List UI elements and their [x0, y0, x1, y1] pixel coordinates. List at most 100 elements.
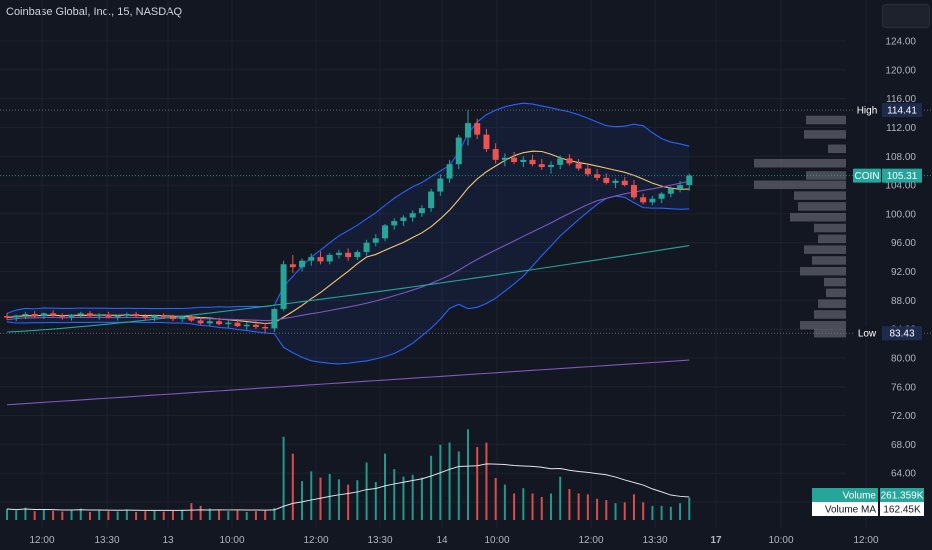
candle-body: [50, 313, 57, 316]
low-tag-label: Low: [858, 329, 877, 340]
volume-bar: [614, 503, 617, 520]
volume-bar: [181, 509, 184, 520]
candle-body: [409, 213, 416, 218]
last-price-tag-label: COIN: [855, 171, 880, 182]
volume-ma-tag-label-bg: [812, 502, 878, 516]
candle-body: [13, 315, 20, 318]
candle-body: [575, 163, 582, 169]
volume-bar: [568, 489, 571, 520]
candle-body: [252, 324, 259, 327]
profile-bar: [806, 115, 846, 125]
price-tick-label: 76.00: [891, 382, 916, 393]
volume-bar: [623, 502, 626, 520]
candle-body: [160, 315, 167, 317]
candle-body: [308, 257, 315, 261]
candle-body: [169, 316, 176, 320]
profile-bar: [754, 158, 846, 168]
candle-body: [547, 164, 554, 168]
candle-body: [658, 193, 665, 199]
candle-body: [289, 264, 296, 268]
candle-body: [612, 180, 619, 183]
volume-bar: [42, 509, 45, 520]
candle-body: [529, 159, 536, 165]
candle-body: [68, 314, 75, 317]
moving-average-lines: [6, 102, 690, 406]
candle-body: [630, 185, 637, 198]
candle-body: [206, 321, 213, 324]
price-tick-label: 64.00: [891, 469, 916, 480]
volume-bar: [669, 506, 672, 520]
volume-bars: [6, 429, 691, 520]
volume-ma-tag-label: Volume MA: [825, 505, 876, 516]
candle-body: [557, 158, 564, 165]
volume-bar: [199, 505, 202, 520]
time-tick-label: 14: [436, 535, 448, 546]
volume-bar: [328, 474, 331, 520]
volume-bar: [476, 447, 479, 520]
candle-body: [123, 313, 130, 316]
time-tick-label: 13: [162, 535, 174, 546]
price-tick-label: 124.00: [885, 37, 916, 48]
price-tick-label: 100.00: [885, 209, 916, 220]
volume-bar: [310, 471, 313, 520]
candle-body: [584, 168, 591, 175]
price-tick-label: 80.00: [891, 353, 916, 364]
volume-bar: [337, 479, 340, 520]
candle-body: [326, 254, 333, 262]
time-tick-label: 13:30: [367, 535, 392, 546]
volume-bar: [430, 455, 433, 520]
candle-body: [649, 198, 656, 203]
profile-bar: [794, 191, 846, 200]
candle-body: [40, 313, 47, 317]
volume-profile: [754, 115, 846, 338]
volume-bar: [457, 451, 460, 520]
chart-menu-button[interactable]: [882, 4, 930, 28]
time-tick-label: 10:00: [219, 535, 244, 546]
volume-bar: [688, 497, 691, 520]
candle-body: [465, 123, 471, 138]
candle-body: [391, 221, 398, 226]
candle-body: [400, 217, 407, 222]
candle-body: [59, 315, 66, 317]
candle-body: [677, 185, 684, 189]
candle-body: [474, 123, 481, 135]
volume-bar: [632, 494, 635, 520]
profile-bar: [800, 321, 846, 330]
volume-bar: [356, 480, 359, 520]
candle-body: [151, 315, 158, 318]
volume-bar: [98, 510, 101, 520]
candle-body: [262, 326, 269, 329]
volume-bar: [439, 444, 442, 520]
candle-body: [22, 313, 29, 316]
candle-body: [483, 134, 490, 150]
candle-body: [382, 225, 389, 239]
candle-body: [640, 197, 647, 203]
volume-bar: [522, 488, 525, 520]
volume-ma-line: [6, 463, 690, 511]
candle-body: [345, 252, 352, 258]
volume-bar: [301, 481, 304, 520]
profile-bar: [818, 234, 846, 244]
price-tick-label: 92.00: [891, 267, 916, 278]
profile-bar: [818, 299, 846, 308]
candle-body: [603, 177, 610, 183]
profile-bar: [814, 310, 846, 319]
volume-bar: [559, 476, 562, 520]
time-tick-label: 12:00: [578, 535, 603, 546]
candle-body: [686, 175, 693, 186]
price-tick-label: 104.00: [885, 181, 916, 192]
volume-bar: [171, 510, 174, 520]
volume-bar: [319, 477, 322, 520]
volume-bar: [70, 509, 73, 520]
volume-bar: [153, 510, 156, 520]
chart-title: Coinbase Global, Inc., 15, NASDAQ: [6, 6, 183, 18]
time-tick-label: 10:00: [768, 535, 793, 546]
candle-body: [216, 321, 223, 325]
candle-body: [446, 164, 453, 179]
sma-fast-line: [6, 150, 690, 325]
candle-body: [511, 157, 518, 163]
price-tick-label: 108.00: [885, 152, 916, 163]
volume-bar: [236, 510, 239, 520]
candle-body: [142, 316, 149, 318]
